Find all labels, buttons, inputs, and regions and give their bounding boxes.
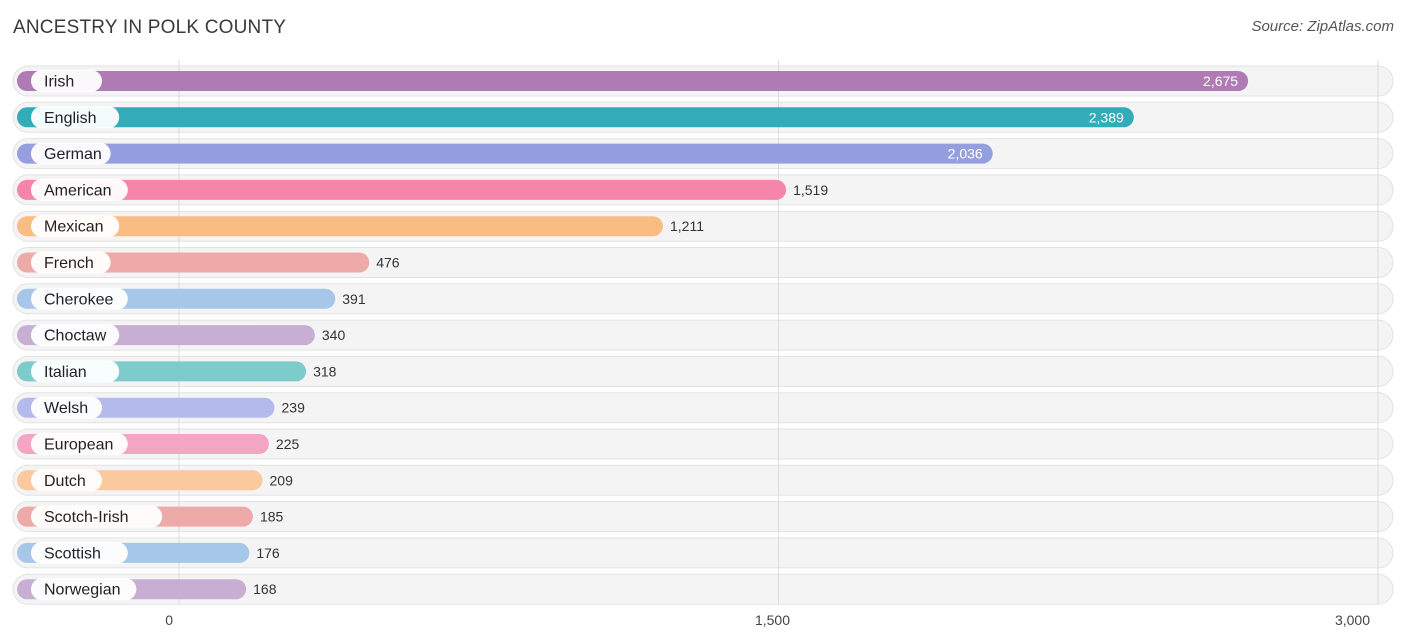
category-label-pill bbox=[31, 433, 128, 455]
category-label-pill bbox=[31, 469, 102, 492]
x-tick-label: 1,500 bbox=[755, 612, 790, 628]
chart-title: ANCESTRY IN POLK COUNTY bbox=[13, 17, 287, 38]
category-label-pill bbox=[31, 396, 102, 419]
value-label: 176 bbox=[256, 545, 280, 561]
source-label: Source: ZipAtlas.com bbox=[1251, 18, 1394, 35]
x-tick-label: 0 bbox=[165, 612, 173, 628]
row-track bbox=[12, 573, 1394, 605]
category-label: Irish bbox=[44, 74, 74, 91]
category-label: Choctaw bbox=[44, 328, 107, 345]
category-label: German bbox=[44, 146, 102, 163]
category-label: Italian bbox=[44, 364, 87, 381]
value-label: 391 bbox=[342, 291, 366, 307]
value-label: 168 bbox=[253, 581, 277, 597]
category-label: American bbox=[44, 182, 112, 199]
bar bbox=[17, 71, 1249, 91]
category-label: Scotch-Irish bbox=[44, 509, 128, 526]
category-label-pill bbox=[31, 178, 128, 201]
row-track bbox=[12, 319, 1394, 351]
value-label: 340 bbox=[322, 327, 346, 343]
category-label: Cherokee bbox=[44, 291, 113, 308]
row-track bbox=[12, 501, 1394, 533]
value-label: 185 bbox=[260, 509, 284, 525]
row-track bbox=[12, 283, 1394, 315]
category-label-pill bbox=[31, 215, 120, 238]
value-label: 239 bbox=[282, 400, 306, 416]
value-label: 1,519 bbox=[793, 182, 828, 198]
category-label: European bbox=[44, 437, 113, 454]
category-label: French bbox=[44, 255, 94, 272]
category-label-pill bbox=[31, 251, 111, 274]
value-label: 1,211 bbox=[670, 218, 704, 234]
bar bbox=[17, 179, 787, 200]
bar bbox=[17, 216, 663, 237]
row-track bbox=[12, 428, 1394, 460]
category-label: English bbox=[44, 110, 96, 127]
category-label: Scottish bbox=[44, 545, 101, 562]
category-label-pill bbox=[31, 505, 163, 528]
row-track bbox=[12, 392, 1394, 424]
category-label-pill bbox=[31, 106, 120, 129]
value-label: 209 bbox=[270, 472, 294, 488]
value-label: 2,675 bbox=[1203, 73, 1238, 89]
row-track bbox=[12, 464, 1394, 496]
value-label: 476 bbox=[376, 255, 400, 271]
category-label: Mexican bbox=[44, 219, 104, 236]
category-label-pill bbox=[31, 70, 102, 92]
x-tick-label: 3,000 bbox=[1335, 612, 1370, 628]
row-track bbox=[12, 537, 1394, 569]
category-label: Norwegian bbox=[44, 582, 120, 599]
value-label: 2,036 bbox=[948, 146, 983, 162]
bar bbox=[17, 107, 1134, 128]
category-label-pill bbox=[31, 360, 120, 383]
category-label-pill bbox=[31, 541, 128, 564]
value-label: 318 bbox=[313, 363, 337, 379]
category-label: Dutch bbox=[44, 473, 86, 490]
category-label-pill bbox=[31, 324, 120, 347]
bar bbox=[17, 143, 993, 164]
value-label: 225 bbox=[276, 436, 300, 452]
category-label: Welsh bbox=[44, 400, 88, 417]
category-label-pill bbox=[31, 142, 111, 165]
category-label-pill bbox=[31, 578, 137, 601]
category-label-pill bbox=[31, 287, 128, 310]
value-label: 2,389 bbox=[1089, 109, 1124, 125]
row-track bbox=[12, 355, 1394, 387]
